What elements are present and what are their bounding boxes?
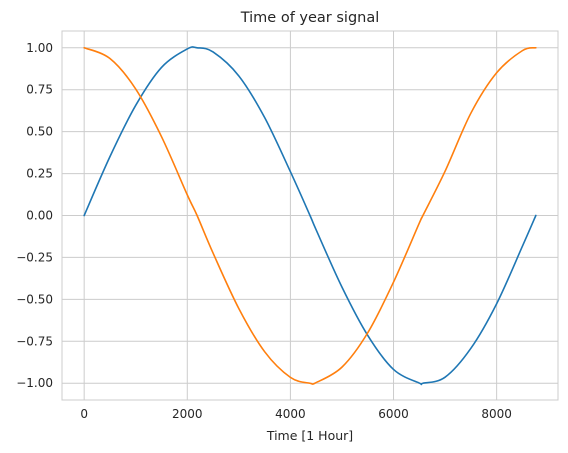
- y-tick-label: 0.50: [26, 125, 53, 139]
- y-tick-label: −1.00: [16, 376, 53, 390]
- chart-title: Time of year signal: [240, 10, 380, 26]
- ticks-layer: 0 2000 4000 6000 8000 1.00 0.75 0.50 0.25 0.00 −0.…: [16, 41, 512, 421]
- y-tick-label: −0.25: [16, 250, 53, 264]
- x-tick-label: 8000: [481, 407, 512, 421]
- y-tick-label: −0.50: [16, 292, 53, 306]
- x-tick-label: 0: [80, 407, 88, 421]
- series-line-1: [83, 46, 537, 386]
- x-tick-label: 6000: [378, 407, 409, 421]
- y-tick-label: 0.00: [26, 209, 53, 223]
- y-tick-label: 0.25: [26, 167, 53, 181]
- y-tick-label: 1.00: [26, 41, 53, 55]
- y-tick-label: 0.75: [26, 83, 53, 97]
- x-tick-label: 2000: [172, 407, 203, 421]
- series-line-2: [83, 46, 537, 386]
- y-tick-label: −0.75: [16, 334, 53, 348]
- series-layer: [83, 46, 537, 386]
- x-axis-label: Time [1 Hour]: [266, 428, 353, 443]
- x-tick-label: 4000: [275, 407, 306, 421]
